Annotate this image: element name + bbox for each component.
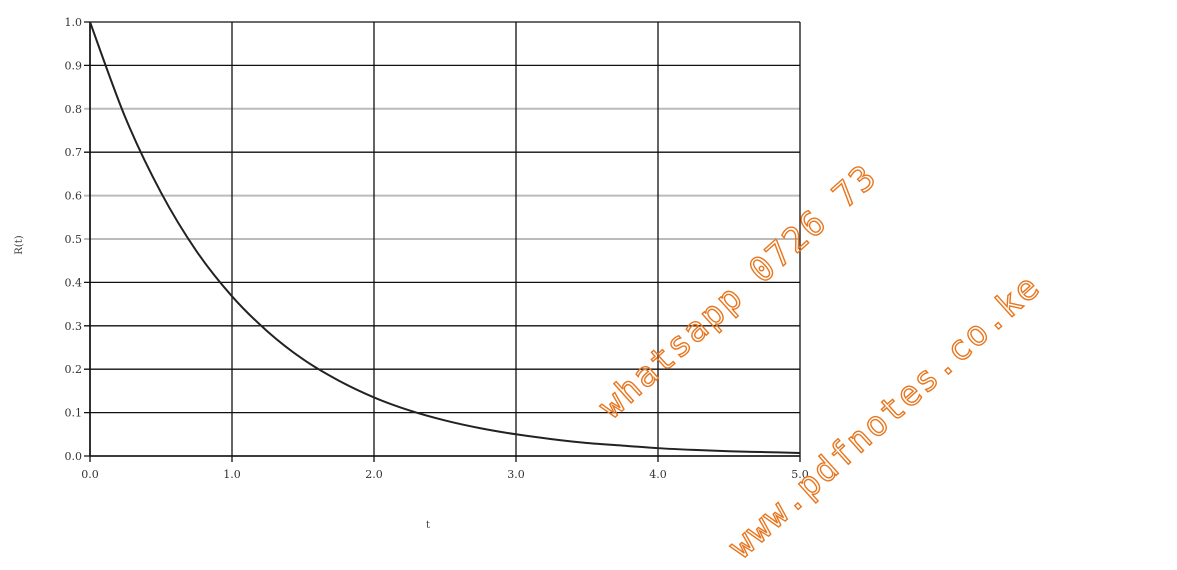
x-tick-label: 5.0: [791, 468, 809, 481]
y-tick-label: 0.8: [65, 103, 83, 116]
plot-frame: [89, 22, 800, 457]
y-tick-label: 0.7: [65, 146, 83, 159]
y-tick-label: 0.9: [65, 59, 83, 72]
watermark-pdfnotes: www.pdfnotes.co.ke: [721, 266, 1048, 566]
y-tick-label: 0.1: [65, 407, 83, 420]
series-line: [89, 21, 801, 454]
y-tick-label: 0.3: [65, 320, 83, 333]
x-tick-label: 0.0: [81, 468, 99, 481]
x-tick-label: 2.0: [365, 468, 383, 481]
x-tick-label: 3.0: [507, 468, 525, 481]
y-tick-label: 0.5: [65, 233, 83, 246]
y-tick-label: 0.2: [65, 363, 83, 376]
y-tick-label: 0.0: [65, 450, 83, 463]
y-tick-labels: 0.0 0.1 0.2 0.3 0.4 0.5 0.6 0.7 0.8 0.9 1.0: [65, 16, 83, 463]
x-tick-label: 4.0: [649, 468, 667, 481]
y-tick-label: 0.6: [65, 190, 83, 203]
x-tick-label: 1.0: [223, 468, 241, 481]
x-tick-labels: 0.0 1.0 2.0 3.0 4.0 5.0: [81, 468, 809, 481]
y-tick-label: 1.0: [65, 16, 83, 29]
y-axis-label: R(t): [14, 235, 25, 254]
curve-layer: [89, 21, 801, 454]
watermark-whatsapp: whatsapp 0726 73: [591, 156, 885, 426]
x-axis-label: t: [426, 520, 430, 531]
y-tick-label: 0.4: [65, 276, 83, 289]
